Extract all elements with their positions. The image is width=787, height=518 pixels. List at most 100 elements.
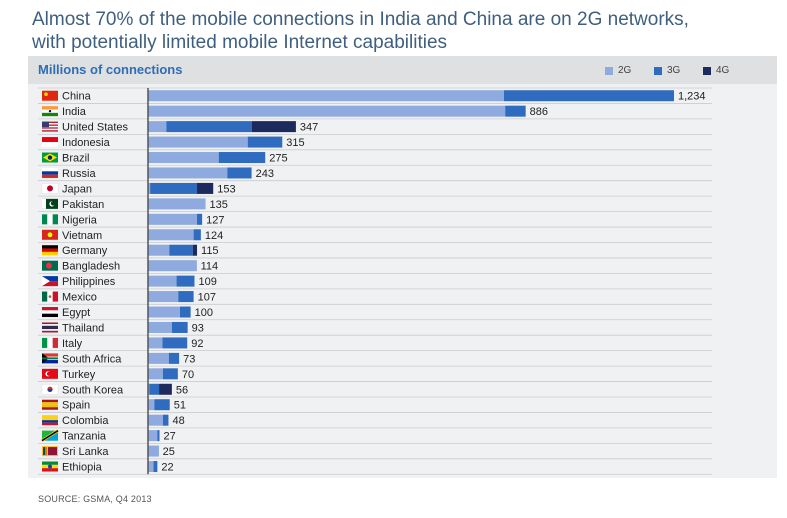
data-label: 27	[164, 431, 176, 443]
data-label: 109	[198, 276, 216, 288]
legend-swatch-4g	[703, 66, 711, 75]
bar-segment-3g	[157, 430, 160, 442]
bar-segment-2g	[148, 182, 151, 194]
flag-icon	[41, 183, 59, 194]
data-label: 22	[161, 462, 173, 474]
bar-segment-3g	[247, 136, 283, 148]
flag-icon	[42, 399, 58, 410]
bar-segment-2g	[148, 152, 219, 164]
category-label: Germany	[62, 245, 108, 257]
bar-segment-3g	[179, 306, 191, 318]
bar-segment-2g	[148, 337, 163, 349]
bar-segment-2g	[148, 244, 170, 256]
flag-icon	[42, 137, 58, 148]
bar-segment-3g	[171, 321, 188, 333]
data-label: 92	[191, 338, 203, 350]
bar-segment-3g	[149, 383, 160, 395]
category-label: Japan	[62, 183, 92, 195]
category-label: United States	[62, 122, 129, 134]
bar-segment-3g	[154, 399, 170, 411]
data-label: 100	[195, 307, 213, 319]
bar-segment-2g	[148, 260, 197, 272]
legend-label-2g: 2G	[618, 65, 632, 76]
bar-segment-2g	[148, 306, 180, 318]
bar-segment-3g	[178, 291, 194, 303]
data-label: 51	[174, 400, 186, 412]
bar-segment-3g	[153, 461, 158, 473]
bar-segment-2g	[148, 291, 179, 303]
data-label: 114	[201, 261, 219, 273]
data-label: 93	[192, 322, 204, 334]
bar-segment-3g	[193, 229, 201, 241]
flag-icon	[42, 106, 58, 117]
flag-icon	[42, 276, 58, 287]
bar-segment-4g	[192, 244, 198, 256]
category-label: Vietnam	[62, 230, 102, 242]
data-label: 25	[163, 446, 175, 458]
data-label: 124	[205, 230, 223, 242]
bar-segment-3g	[168, 352, 180, 364]
chart-panel: Millions of connections 2G 3G 4G China 1,…	[28, 56, 777, 478]
flag-icon	[42, 121, 58, 132]
chart-title: Millions of connections	[38, 62, 183, 77]
data-label: 135	[210, 199, 228, 211]
data-label: 243	[256, 168, 274, 180]
flag-icon	[42, 198, 58, 209]
legend-3g: 3G	[654, 65, 680, 76]
flag-icon	[42, 415, 58, 426]
data-label: 886	[530, 106, 548, 118]
bar-segment-2g	[148, 105, 506, 117]
bar-segment-2g	[148, 275, 177, 287]
data-label: 73	[183, 353, 195, 365]
category-label: Sri Lanka	[62, 446, 109, 458]
bar-segment-2g	[148, 399, 155, 411]
bar-segment-2g	[148, 352, 169, 364]
data-label: 153	[217, 183, 235, 195]
category-label: Philippines	[62, 276, 116, 288]
flag-icon	[42, 167, 58, 178]
category-label: India	[62, 106, 87, 118]
data-label: 48	[172, 415, 184, 427]
bar-segment-2g	[148, 121, 167, 133]
data-label: 275	[269, 153, 287, 165]
category-label: Colombia	[62, 415, 109, 427]
bar-segment-2g	[148, 198, 206, 210]
source-note: SOURCE: GSMA, Q4 2013	[38, 494, 152, 504]
flag-icon	[42, 214, 58, 225]
flag-icon	[42, 461, 58, 472]
headline-line-2: with potentially limited mobile Internet…	[32, 32, 448, 53]
category-label: Ethiopia	[62, 462, 103, 474]
flag-icon	[41, 429, 59, 442]
data-label: 56	[176, 384, 188, 396]
category-label: Tanzania	[62, 431, 107, 443]
bar-segment-4g	[252, 121, 296, 133]
bar-segment-2g	[148, 229, 194, 241]
category-label: Thailand	[62, 322, 104, 334]
category-label: Nigeria	[62, 214, 98, 226]
data-label: 347	[300, 122, 318, 134]
flag-icon	[42, 291, 58, 302]
legend-2g: 2G	[605, 65, 631, 76]
category-label: Mexico	[62, 292, 97, 304]
category-label: Indonesia	[62, 137, 111, 149]
legend-label-3g: 3G	[667, 65, 681, 76]
flag-icon	[42, 152, 58, 163]
flag-icon	[42, 337, 58, 348]
bar-segment-2g	[148, 430, 158, 442]
category-label: Pakistan	[62, 199, 104, 211]
flag-icon	[42, 229, 58, 240]
flag-icon	[42, 90, 58, 101]
bar-segment-4g	[159, 383, 172, 395]
bar-segment-3g	[197, 213, 203, 225]
data-label: 107	[198, 292, 216, 304]
bar-segment-3g	[162, 337, 188, 349]
data-label: 127	[206, 214, 224, 226]
category-label: Brazil	[62, 153, 90, 165]
headline: Almost 70% of the mobile connections in …	[32, 8, 772, 54]
bar-segment-3g	[162, 368, 178, 380]
category-label: South Korea	[62, 384, 124, 396]
category-label: Italy	[62, 338, 83, 350]
category-label: Turkey	[62, 369, 96, 381]
data-label: 70	[182, 369, 194, 381]
bar-segment-3g	[169, 244, 193, 256]
